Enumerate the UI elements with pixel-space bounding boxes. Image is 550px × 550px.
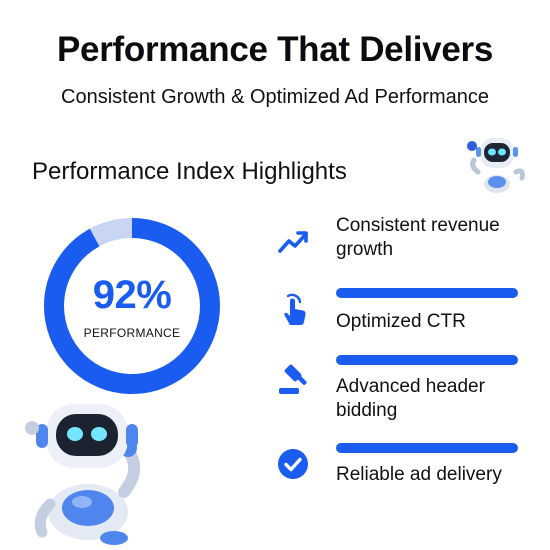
tap-hand-icon <box>276 292 310 326</box>
performance-value: 92% <box>92 273 172 317</box>
feature-divider-bar <box>336 288 518 298</box>
performance-label: PERFORMANCE <box>83 326 181 340</box>
robot-mascot-large <box>18 400 158 550</box>
section-heading: Performance Index Highlights <box>32 158 347 185</box>
gavel-icon <box>276 361 310 395</box>
donut-chart <box>44 218 220 394</box>
check-circle-icon <box>276 447 310 481</box>
feature-divider-bar <box>336 355 518 365</box>
trending-up-icon <box>276 224 310 258</box>
page-title: Performance That Delivers <box>56 30 494 69</box>
feature-label: Reliable ad delivery <box>336 464 502 485</box>
feature-label: Advanced header bidding <box>336 376 485 421</box>
feature-label: Optimized CTR <box>336 311 466 332</box>
robot-mascot-small <box>466 132 528 199</box>
page-subtitle: Consistent Growth & Optimized Ad Perform… <box>61 86 489 108</box>
donut-progress-arc <box>44 218 220 394</box>
feature-divider-bar <box>336 443 518 453</box>
feature-label: Consistent revenue growth <box>336 215 500 260</box>
performance-donut: 92% PERFORMANCE <box>44 218 220 394</box>
